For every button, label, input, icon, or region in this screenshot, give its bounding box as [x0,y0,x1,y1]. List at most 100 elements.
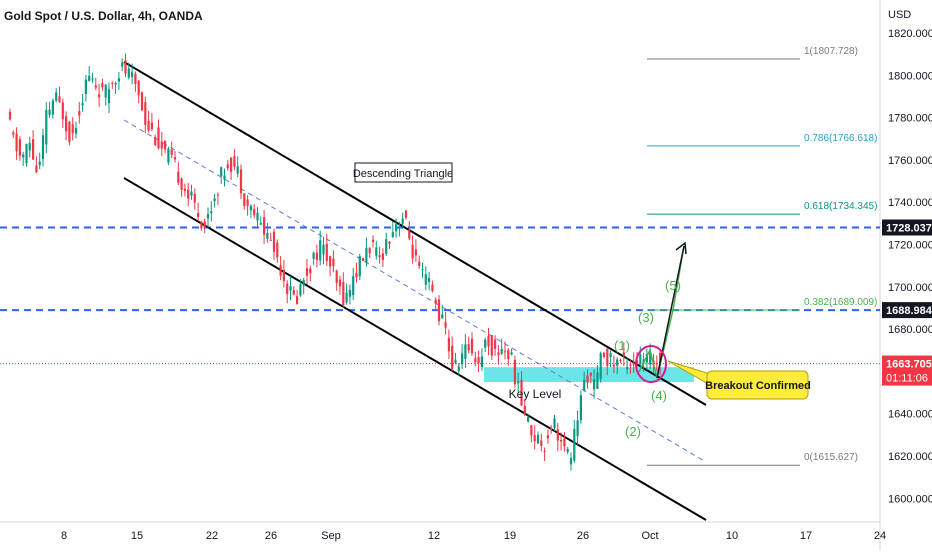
candle-body [249,205,252,211]
candle-body [411,244,414,259]
candle-body [398,227,401,229]
candle-body [213,198,216,202]
candle-body [510,352,513,355]
candle-body [408,229,411,239]
candle-body [203,221,206,228]
candle-body [431,284,434,292]
candle-body [543,450,546,452]
candle-body [345,292,348,303]
candle-body [609,353,612,357]
candle-body [437,299,441,322]
candle-body [540,440,543,446]
candle-body [619,359,622,361]
candle-body [388,241,391,244]
candle-body [41,135,45,160]
candle-body [385,239,388,254]
candle-body [187,189,190,199]
wave-label: (4) [651,388,667,403]
candle-body [451,345,454,369]
candle-body [507,349,510,360]
y-tick-label: 1600.000 [888,493,932,505]
candle-body [104,84,107,98]
candle-body [282,270,285,281]
candle-body [322,244,325,255]
candle-body [28,142,31,151]
y-tick-label: 1620.000 [888,451,932,463]
candle-body [418,261,421,266]
candle-body [32,139,35,160]
candle-body [338,279,342,287]
candle-body [533,435,536,442]
candle-body [639,354,642,365]
candle-body [121,62,124,67]
candle-body [523,405,526,415]
candle-body [319,240,322,261]
candle-body [312,252,315,259]
candle-body [160,141,163,149]
candle-body [477,357,480,363]
current-price-tag-text: 1663.705 [886,359,932,371]
candle-body [296,296,299,304]
candle-body [484,339,487,348]
key-level-label: Key Level [509,387,562,401]
candle-body [583,379,586,391]
x-tick-label: 17 [800,530,812,542]
candle-body [375,247,378,256]
candle-body [38,161,41,166]
candle-body [114,82,117,85]
candle-body [487,335,490,347]
candle-body [553,418,556,428]
candle-body [183,188,186,191]
candle-body [391,232,394,237]
candle-body [197,213,200,217]
wave-label: (1) [614,338,630,353]
y-tick-label: 1700.000 [888,282,932,294]
candle-body [223,175,226,180]
candle-body [355,272,358,278]
candle-body [292,290,295,295]
candle-body [269,239,272,241]
candle-body [536,435,540,444]
candle-body [467,344,470,351]
candle-body [78,111,81,116]
candle-body [154,136,157,146]
candle-body [111,82,114,84]
candle-body [560,440,563,442]
candle-body [368,248,371,254]
candle-body [589,373,592,376]
candle-body [91,78,94,80]
candle-body [35,165,38,173]
candle-body [569,458,573,465]
candle-body [381,253,384,260]
candle-body [61,102,64,120]
countdown-text: 01:11:06 [886,373,928,385]
candle-body [173,157,177,160]
candle-body [626,367,629,370]
x-tick-label: 22 [206,530,218,542]
candle-body [256,212,259,221]
candle-body [444,321,447,328]
candle-body [497,352,500,356]
candle-body [276,242,279,258]
candle-body [117,78,120,82]
x-tick-label: Sep [321,530,341,542]
candle-body [629,364,632,366]
candle-body [45,110,48,145]
x-tick-label: 26 [577,530,589,542]
triangle-label-box [354,162,453,183]
candle-body [131,72,134,77]
candle-body [193,193,196,203]
candle-body [220,167,223,177]
candle-body [15,133,18,151]
candle-body [365,247,368,263]
fib-level-label: 0.618(1734.345) [804,201,877,212]
candle-body [550,428,553,430]
candle-body [612,364,615,367]
candle-body [272,231,276,252]
candle-body [655,363,658,365]
breakout-arrow-shaft [656,245,685,379]
candle-body [302,279,305,286]
candle-body [210,211,213,214]
candle-body [404,210,408,218]
